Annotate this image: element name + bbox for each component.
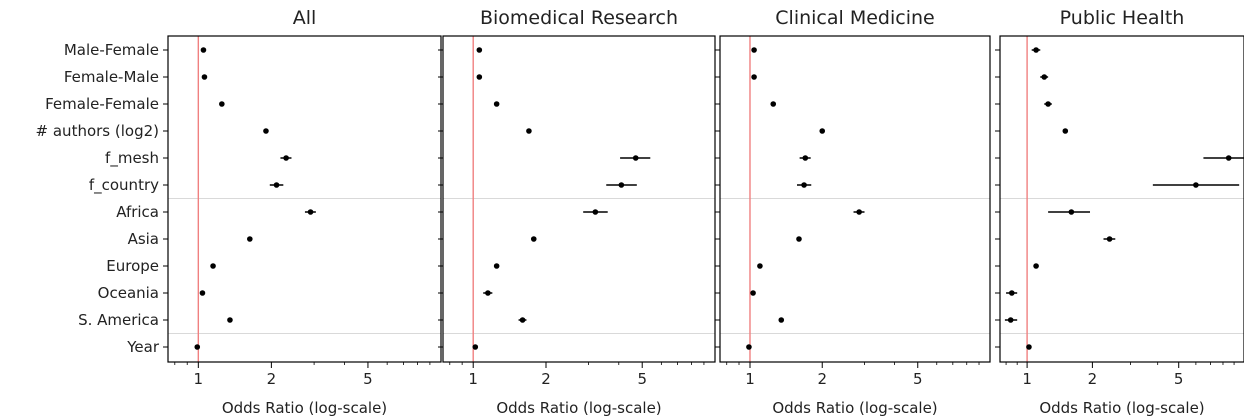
panel-title: Biomedical Research — [480, 7, 678, 29]
chart-panel-4: Public Health 1 2 5 Odds Ratio (log-scale) — [995, 7, 1244, 417]
y-tick-label: S. America — [78, 311, 159, 329]
point-estimate — [200, 47, 207, 53]
point-estimate — [493, 101, 500, 107]
point-estimate — [801, 182, 807, 188]
axes-frame — [167, 35, 442, 363]
panel-title: Clinical Medicine — [775, 7, 934, 29]
point-estimate — [751, 47, 757, 53]
point-estimate — [476, 47, 483, 53]
chart-panel-2: Biomedical Research 1 2 5 Odds Ratio (log-sc… — [438, 7, 716, 417]
x-tick-label: 5 — [913, 370, 923, 388]
point-estimate — [757, 263, 763, 269]
y-tick-label: Male-Female — [64, 41, 159, 59]
x-tick-label: 2 — [1088, 370, 1098, 388]
point-estimate — [1045, 101, 1051, 107]
point-estimate — [283, 155, 289, 161]
point-estimate — [307, 209, 314, 215]
point-estimate — [1026, 344, 1032, 350]
point-estimate — [856, 209, 862, 215]
x-axis-label: Odds Ratio (log-scale) — [772, 399, 937, 417]
point-estimate — [802, 155, 809, 161]
point-estimate — [796, 236, 802, 242]
point-estimate — [485, 290, 491, 296]
x-tick-label: 1 — [468, 370, 478, 388]
x-tick-label: 2 — [541, 370, 551, 388]
point-estimate — [199, 290, 206, 296]
axes-frame — [999, 35, 1244, 363]
data-marks — [472, 47, 651, 350]
point-estimate — [1033, 263, 1039, 269]
point-estimate — [273, 182, 280, 188]
x-tick-label: 1 — [194, 370, 204, 388]
data-marks — [1004, 47, 1244, 350]
axes-frame — [442, 35, 716, 363]
point-estimate — [476, 74, 483, 80]
point-estimate — [632, 155, 639, 161]
point-estimate — [219, 101, 225, 107]
x-axis-label: Odds Ratio (log-scale) — [1039, 399, 1204, 417]
x-tick-label: 5 — [1174, 370, 1184, 388]
point-estimate — [194, 344, 201, 350]
point-estimate — [1062, 128, 1069, 134]
point-estimate — [746, 344, 752, 350]
point-estimate — [778, 317, 785, 323]
y-tick-label: # authors (log2) — [36, 122, 159, 140]
point-estimate — [526, 128, 532, 134]
point-estimate — [210, 263, 216, 269]
y-tick-label: Female-Male — [64, 68, 159, 86]
chart-panel-1: All Male-Female Female-Male Female-Female # … — [36, 7, 442, 417]
point-estimate — [247, 236, 253, 242]
point-estimate — [1225, 155, 1232, 161]
x-axis-label: Odds Ratio (log-scale) — [222, 399, 387, 417]
point-estimate — [1193, 182, 1199, 188]
data-marks — [194, 47, 316, 350]
point-estimate — [618, 182, 625, 188]
y-tick-label: f_country — [89, 176, 159, 195]
point-estimate — [750, 290, 756, 296]
x-tick-label: 5 — [363, 370, 373, 388]
panel-title: Public Health — [1060, 7, 1185, 29]
point-estimate — [201, 74, 208, 80]
y-tick-label: Africa — [116, 203, 159, 221]
point-estimate — [751, 74, 757, 80]
point-estimate — [1106, 236, 1113, 242]
y-tick-label: Asia — [128, 230, 159, 248]
point-estimate — [1068, 209, 1075, 215]
axes-frame — [719, 35, 991, 363]
y-tick-label: Year — [126, 338, 160, 356]
point-estimate — [1008, 290, 1015, 296]
point-estimate — [519, 317, 526, 323]
x-tick-label: 2 — [817, 370, 827, 388]
y-tick-label: Female-Female — [45, 95, 159, 113]
point-estimate — [1007, 317, 1014, 323]
x-tick-label: 1 — [745, 370, 755, 388]
x-tick-label: 5 — [637, 370, 647, 388]
point-estimate — [1041, 74, 1048, 80]
point-estimate — [227, 317, 233, 323]
point-estimate — [472, 344, 479, 350]
chart-panel-3: Clinical Medicine 1 2 5 Odds Ratio (log-scal… — [715, 7, 991, 417]
point-estimate — [1033, 47, 1039, 53]
point-estimate — [263, 128, 269, 134]
x-tick-label: 2 — [267, 370, 277, 388]
y-tick-label: f_mesh — [105, 149, 159, 168]
y-tick-label: Oceania — [98, 284, 159, 302]
x-axis-label: Odds Ratio (log-scale) — [496, 399, 661, 417]
y-tick-label: Europe — [106, 257, 159, 275]
panel-title: All — [293, 7, 317, 29]
point-estimate — [493, 263, 500, 269]
point-estimate — [592, 209, 599, 215]
x-tick-label: 1 — [1022, 370, 1032, 388]
point-estimate — [770, 101, 777, 107]
point-estimate — [530, 236, 537, 242]
point-estimate — [819, 128, 826, 134]
data-marks — [746, 47, 865, 350]
